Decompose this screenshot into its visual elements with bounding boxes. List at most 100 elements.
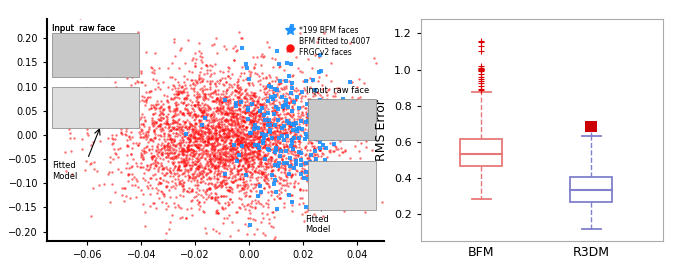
Point <box>180 124 191 128</box>
Point <box>251 142 262 146</box>
Point <box>104 155 115 159</box>
Point <box>254 144 265 149</box>
Point <box>277 125 287 130</box>
Point <box>208 70 219 75</box>
Point <box>269 96 279 100</box>
Point <box>244 122 254 127</box>
Point <box>254 102 264 107</box>
Point <box>232 134 243 139</box>
Point <box>308 94 318 99</box>
Point <box>196 118 207 122</box>
Point <box>212 78 223 83</box>
Point <box>222 127 233 131</box>
Point <box>245 210 256 215</box>
Point <box>284 119 295 123</box>
Point <box>204 141 215 146</box>
Point <box>225 111 236 116</box>
Point <box>182 118 193 122</box>
Point <box>88 167 99 171</box>
Point <box>234 137 244 141</box>
Point <box>240 87 251 91</box>
Point <box>201 231 211 235</box>
Point <box>293 152 304 156</box>
Point <box>286 157 297 162</box>
Point <box>232 172 242 176</box>
Point <box>175 193 186 197</box>
Point <box>217 160 227 164</box>
Point <box>150 106 161 111</box>
Point <box>219 150 230 154</box>
Point <box>249 120 260 125</box>
Point <box>249 108 260 112</box>
Point <box>121 76 132 80</box>
Point <box>258 145 269 150</box>
Point <box>144 127 155 131</box>
Point <box>203 128 213 133</box>
Point <box>213 168 223 173</box>
Point <box>267 120 278 124</box>
Point <box>209 171 219 175</box>
Point <box>278 147 289 152</box>
Point <box>184 127 194 131</box>
Point <box>229 133 240 138</box>
Point <box>296 110 307 114</box>
Point <box>356 141 367 145</box>
Point <box>305 97 316 102</box>
Point <box>218 89 229 93</box>
Point <box>200 166 211 170</box>
Point <box>197 130 208 134</box>
Point <box>297 166 308 170</box>
Point <box>155 127 166 131</box>
Point <box>275 63 285 68</box>
Point <box>154 124 165 128</box>
Point <box>258 156 269 160</box>
Point <box>316 115 326 119</box>
Point <box>337 97 348 102</box>
Point <box>233 122 244 126</box>
Point <box>213 166 223 170</box>
Point <box>223 74 234 78</box>
Point <box>269 163 280 168</box>
Point <box>137 157 148 161</box>
Point <box>157 107 168 111</box>
Point <box>258 186 269 191</box>
Point <box>219 111 230 116</box>
Point <box>193 147 204 152</box>
Point <box>133 185 143 189</box>
Point <box>241 137 252 141</box>
Point <box>230 113 241 118</box>
Point <box>214 164 225 168</box>
Point <box>151 126 162 130</box>
Point <box>329 142 340 147</box>
Point <box>252 113 263 117</box>
Point <box>183 135 194 140</box>
Point <box>312 152 323 156</box>
Point <box>168 137 179 142</box>
Point <box>248 141 258 145</box>
Point <box>163 148 174 152</box>
Point <box>144 192 155 196</box>
Point <box>221 109 232 114</box>
Point <box>223 160 234 164</box>
Point <box>216 128 227 132</box>
Point <box>213 157 224 162</box>
Point <box>246 102 257 106</box>
Point <box>159 166 170 170</box>
Point <box>235 139 246 143</box>
Point <box>173 160 184 164</box>
Point <box>135 155 146 159</box>
Point <box>247 157 258 162</box>
Point <box>146 89 157 93</box>
Point <box>215 127 225 131</box>
Point <box>289 88 299 92</box>
Point <box>163 122 174 126</box>
Point <box>245 95 256 99</box>
Point <box>223 175 234 179</box>
Point <box>318 214 328 218</box>
Point <box>205 153 215 157</box>
Point <box>254 102 265 106</box>
Point <box>141 163 152 167</box>
Point <box>234 116 244 120</box>
Point <box>154 124 165 128</box>
Point <box>259 154 270 158</box>
